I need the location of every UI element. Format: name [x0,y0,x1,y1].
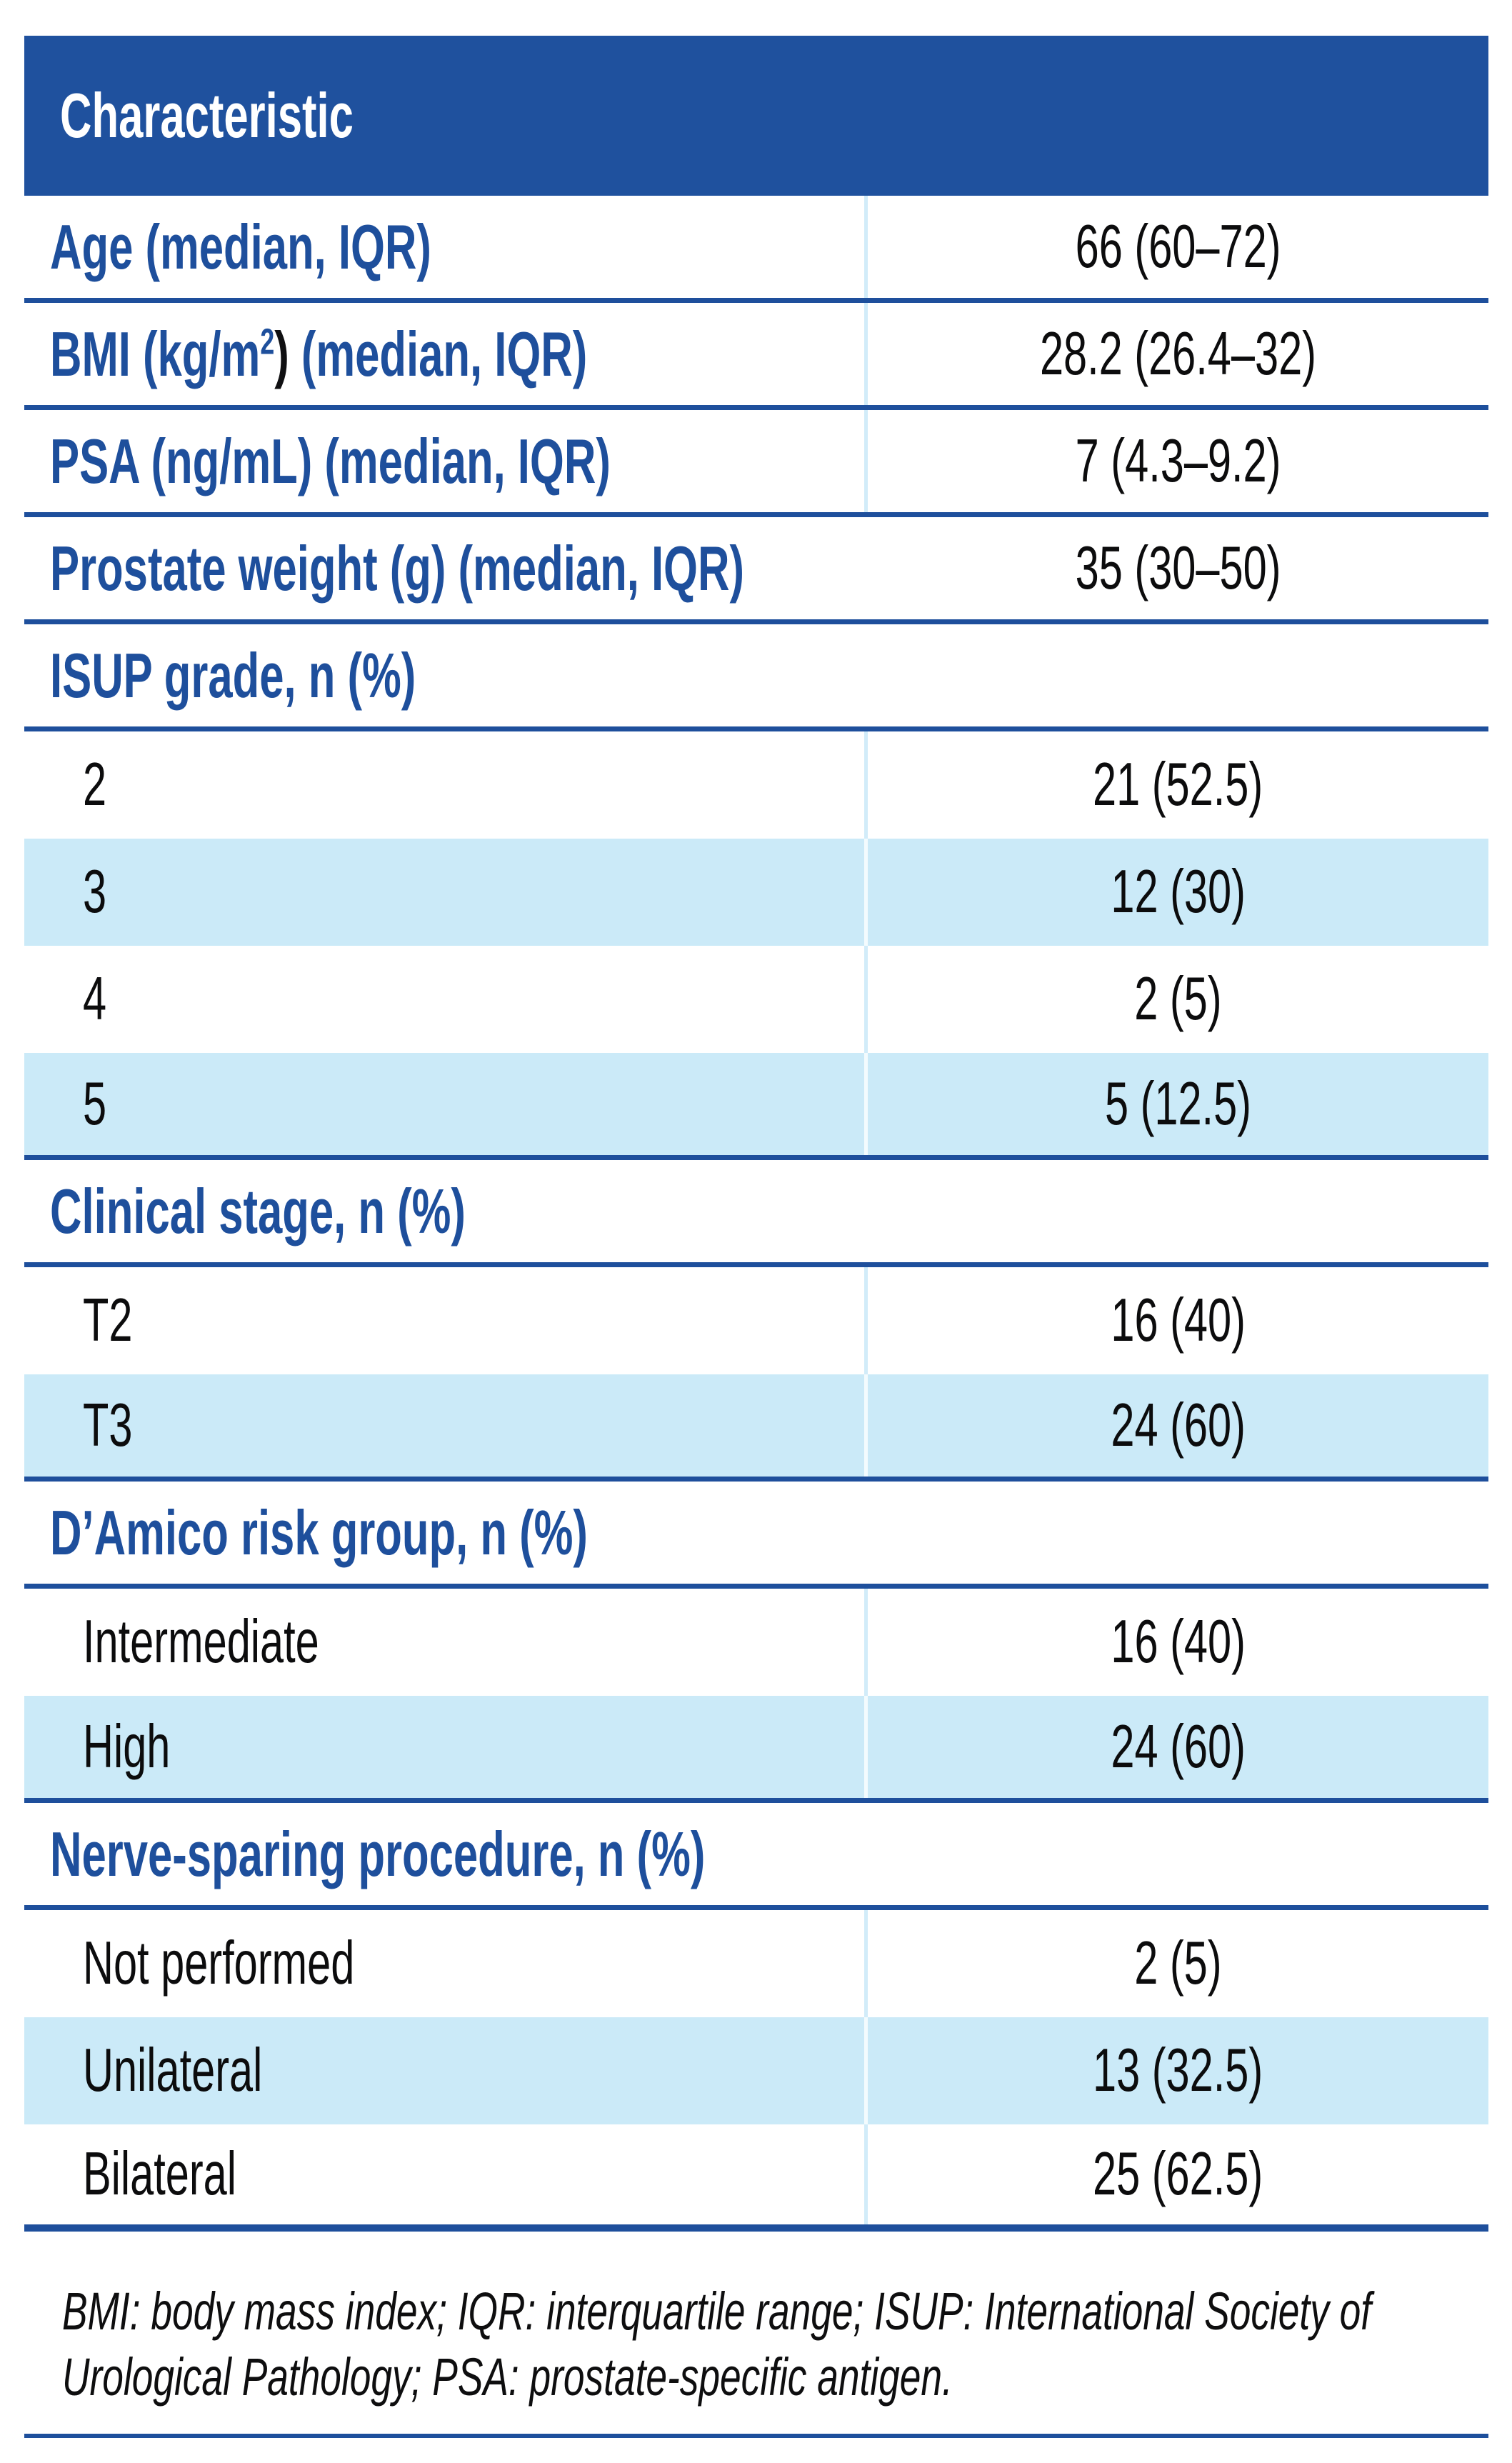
table-header-band: Characteristic [24,36,1488,196]
table-row-age: Age (median, IQR) 66 (60–72) [24,196,1488,303]
row-value-cell: 24 (60) [868,1696,1488,1798]
section-label-cell: D’Amico risk group, n (%) [24,1482,1488,1584]
row-label-cell: Bilateral [24,2124,868,2224]
section-label: Nerve-sparing procedure, n (%) [50,1818,706,1889]
row-value-cell: 21 (52.5) [868,731,1488,839]
table-row-not-performed: Not performed 2 (5) [24,1910,1488,2017]
row-value-cell: 7 (4.3–9.2) [868,410,1488,512]
row-label: 2 [83,751,107,819]
row-value: 5 (12.5) [1104,1069,1252,1138]
row-label-cell: Not performed [24,1910,868,2017]
row-value-cell: 5 (12.5) [868,1053,1488,1155]
row-value-cell: 12 (30) [868,839,1488,946]
row-label-cell: Prostate weight (g) (median, IQR) [24,517,868,619]
row-label-cell: Age (median, IQR) [24,196,868,298]
row-label: Not performed [83,1929,355,1997]
row-label-cell: Unilateral [24,2017,868,2124]
section-label-cell: Nerve-sparing procedure, n (%) [24,1803,1488,1905]
table-row-isup-4: 4 2 (5) [24,946,1488,1053]
section-row-nerve-sparing: Nerve-sparing procedure, n (%) [24,1803,1488,1910]
row-label-cell: Intermediate [24,1589,868,1696]
row-value: 16 (40) [1111,1287,1246,1354]
row-value-cell: 28.2 (26.4–32) [868,303,1488,405]
row-value: 28.2 (26.4–32) [1039,319,1317,388]
section-row-damico-risk: D’Amico risk group, n (%) [24,1482,1488,1589]
row-label: Age (median, IQR) [50,211,431,282]
table-row-psa: PSA (ng/mL) (median, IQR) 7 (4.3–9.2) [24,410,1488,517]
row-value: 24 (60) [1111,1391,1246,1459]
row-value-cell: 66 (60–72) [868,196,1488,298]
section-label: ISUP grade, n (%) [50,639,416,711]
row-label-cell: 2 [24,731,868,839]
row-value: 7 (4.3–9.2) [1075,426,1281,495]
table-row-bmi: BMI (kg/m2) (median, IQR) 28.2 (26.4–32) [24,303,1488,410]
row-label-cell: T2 [24,1267,868,1374]
table-row-isup-3: 3 12 (30) [24,839,1488,946]
footnote-text: BMI: body mass index; IQR: interquartile… [62,2282,1372,2407]
row-label-cell: 5 [24,1053,868,1155]
row-value: 35 (30–50) [1075,534,1281,602]
table-row-unilateral: Unilateral 13 (32.5) [24,2017,1488,2124]
row-value: 66 (60–72) [1075,212,1281,281]
table-row-t3: T3 24 (60) [24,1374,1488,1482]
bmi-superscript: 2 [260,321,275,362]
row-label-cell: T3 [24,1374,868,1477]
row-label: BMI (kg/m2) (median, IQR) [50,318,587,391]
row-label: Intermediate [83,1608,319,1676]
row-label-cell: PSA (ng/mL) (median, IQR) [24,410,868,512]
row-label: 3 [83,858,107,926]
row-value: 2 (5) [1134,965,1222,1033]
bmi-close-paren: ) [274,318,289,389]
section-label-cell: Clinical stage, n (%) [24,1160,1488,1262]
row-value: 12 (30) [1111,858,1246,926]
row-label-cell: High [24,1696,868,1798]
patient-characteristics-table: Characteristic Age (median, IQR) 66 (60–… [24,36,1488,2438]
row-value: 25 (62.5) [1093,2140,1263,2208]
row-label: 4 [83,965,107,1033]
section-label: D’Amico risk group, n (%) [50,1497,588,1568]
row-label: PSA (ng/mL) (median, IQR) [50,425,611,496]
row-value-cell: 2 (5) [868,946,1488,1053]
section-label-cell: ISUP grade, n (%) [24,624,1488,726]
row-label: Bilateral [83,2140,236,2208]
row-value: 2 (5) [1134,1929,1222,1997]
row-value-cell: 16 (40) [868,1267,1488,1374]
row-label-cell: BMI (kg/m2) (median, IQR) [24,303,868,405]
bmi-label-prefix: BMI (kg/m [50,318,261,389]
table-footnote: BMI: body mass index; IQR: interquartile… [24,2232,1488,2438]
row-label-cell: 3 [24,839,868,946]
table-row-t2: T2 16 (40) [24,1267,1488,1374]
row-label: Unilateral [83,2037,263,2104]
table-row-high: High 24 (60) [24,1696,1488,1803]
table-row-intermediate: Intermediate 16 (40) [24,1589,1488,1696]
table-row-isup-2: 2 21 (52.5) [24,731,1488,839]
section-label: Clinical stage, n (%) [50,1175,466,1247]
column-header-characteristic: Characteristic [60,80,354,151]
row-value-cell: 35 (30–50) [868,517,1488,619]
row-value: 16 (40) [1111,1608,1246,1676]
row-value-cell: 13 (32.5) [868,2017,1488,2124]
row-value-cell: 2 (5) [868,1910,1488,2017]
row-label: T3 [83,1391,133,1459]
row-label: High [83,1712,171,1781]
row-value-cell: 25 (62.5) [868,2124,1488,2224]
row-label-cell: 4 [24,946,868,1053]
row-value-cell: 24 (60) [868,1374,1488,1477]
section-row-clinical-stage: Clinical stage, n (%) [24,1160,1488,1267]
row-value: 21 (52.5) [1093,751,1263,819]
row-label: 5 [83,1069,107,1138]
row-label: Prostate weight (g) (median, IQR) [50,532,744,604]
row-label: T2 [83,1287,133,1354]
table-row-prostate-weight: Prostate weight (g) (median, IQR) 35 (30… [24,517,1488,624]
row-value-cell: 16 (40) [868,1589,1488,1696]
table-row-bilateral: Bilateral 25 (62.5) [24,2124,1488,2232]
section-row-isup-grade: ISUP grade, n (%) [24,624,1488,731]
table-row-isup-5: 5 5 (12.5) [24,1053,1488,1160]
row-value: 13 (32.5) [1093,2037,1263,2104]
row-value: 24 (60) [1111,1712,1246,1781]
bmi-label-suffix: (median, IQR) [289,318,588,389]
